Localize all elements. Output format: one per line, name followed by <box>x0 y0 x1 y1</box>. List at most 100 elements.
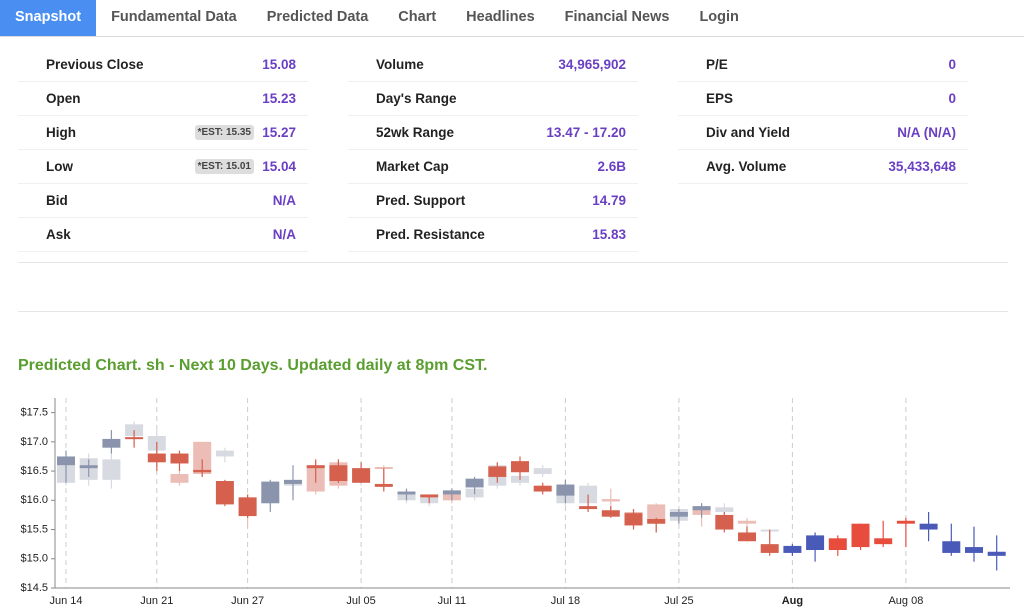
est-badge: *EST: 15.35 <box>194 125 254 140</box>
y-tick-label: $16.0 <box>20 494 48 506</box>
stat-value: 15.83 <box>592 227 626 242</box>
stat-value: N/A <box>272 193 296 208</box>
stats-column: Previous Close 15.08 Open 15.23 High 15.27 *ES… <box>18 48 308 252</box>
candle-body <box>715 514 734 530</box>
stat-label: Low <box>46 159 73 174</box>
candle-body <box>579 506 598 510</box>
nav-tab[interactable]: Predicted Data <box>266 9 369 25</box>
stats-column: P/E 0 EPS 0 Div and Yield N/A (N/A) Avg. Volum… <box>678 48 968 184</box>
stat-value: 15.04 <box>262 159 296 174</box>
candle-body <box>783 545 802 553</box>
candle-body <box>238 497 257 517</box>
stats-row: Previous Close 15.08 <box>18 48 308 82</box>
candle-body <box>511 461 529 473</box>
nav-tab[interactable]: Financial News <box>564 9 670 25</box>
stat-label: Avg. Volume <box>706 159 787 174</box>
candle-body <box>193 441 212 474</box>
nav-bar: Snapshot Fundamental Data Predicted Data Ch… <box>0 0 1024 37</box>
stat-label: P/E <box>706 57 728 72</box>
nav-tab[interactable]: Chart <box>398 9 437 25</box>
est-badge: *EST: 15.01 <box>194 159 254 174</box>
chart-title: Predicted Chart. sh - Next 10 Days. Upda… <box>18 357 488 374</box>
candle-body <box>692 506 711 511</box>
candle-body <box>102 459 121 480</box>
candle-body <box>624 513 643 526</box>
candle-body <box>601 510 620 517</box>
candle-body <box>942 541 961 553</box>
candle-body <box>284 479 302 484</box>
stat-value: 35,433,648 <box>888 159 956 174</box>
stats-row: Volume 34,965,902 <box>348 48 638 82</box>
stat-label: Pred. Support <box>376 193 466 208</box>
candle-body <box>374 466 393 469</box>
y-tick-label: $17.0 <box>20 436 48 448</box>
x-tick-label: Aug 08 <box>888 595 923 607</box>
y-tick-label: $15.0 <box>20 553 48 565</box>
nav-tab[interactable]: Headlines <box>466 9 535 25</box>
x-tick-label: Jul 18 <box>551 595 580 607</box>
x-tick-label: Jun 21 <box>140 595 173 607</box>
candle-body <box>125 437 144 440</box>
candle-body <box>556 484 575 496</box>
stat-value: 0 <box>948 91 956 106</box>
stat-label: Previous Close <box>46 57 144 72</box>
nav-tab[interactable]: Fundamental Data <box>111 9 237 25</box>
candle-body <box>374 483 393 487</box>
stats-row: Low 15.04 *EST: 15.01 <box>18 150 308 184</box>
candle-body <box>987 551 1006 556</box>
stat-value: N/A <box>272 227 296 242</box>
stat-value: N/A (N/A) <box>897 125 956 140</box>
chart: $14.5 $15.0 $15.5 $16.0 $16.5 $17.0 $17.5 Jun 1… <box>20 398 1010 607</box>
candle-body <box>442 490 461 495</box>
stat-label: Div and Yield <box>706 125 791 140</box>
y-tick-label: $15.5 <box>20 523 48 535</box>
candle-body <box>465 478 484 488</box>
stat-value: 13.47 - 17.20 <box>546 125 626 140</box>
candle-body <box>601 499 620 502</box>
candle-body <box>397 491 416 495</box>
stats-column: Volume 34,965,902 Day's Range 52wk Range 13.… <box>348 48 638 252</box>
stat-value: 15.23 <box>262 91 296 106</box>
nav-tab[interactable]: Login <box>699 9 739 25</box>
stat-label: Open <box>46 91 81 106</box>
stats-row: Day's Range <box>348 82 638 116</box>
candle-body <box>102 438 121 448</box>
stats-row: Market Cap 2.6B <box>348 150 638 184</box>
stats-row: Pred. Support 14.79 <box>348 184 638 218</box>
candle-body <box>533 468 552 474</box>
candle-body <box>669 512 688 517</box>
candle-body <box>170 453 189 464</box>
stats-row: EPS 0 <box>678 82 968 116</box>
candle-body <box>896 520 915 524</box>
stat-value: 0 <box>948 57 956 72</box>
candle-body <box>488 466 507 477</box>
stats-row: 52wk Range 13.47 - 17.20 <box>348 116 638 150</box>
candle-body <box>965 547 983 553</box>
stats-row: Div and Yield N/A (N/A) <box>678 116 968 150</box>
candle-body <box>125 424 144 436</box>
candle-body <box>215 481 234 505</box>
stat-value: 34,965,902 <box>558 57 626 72</box>
stats-row: Bid N/A <box>18 184 308 218</box>
candle-body <box>79 465 98 469</box>
candle-body <box>261 481 280 504</box>
candle-body <box>329 465 348 482</box>
candle-body <box>193 469 212 473</box>
candle-body <box>874 538 893 545</box>
stat-label: EPS <box>706 91 734 106</box>
candle-body <box>851 523 870 548</box>
x-tick-label: Jul 25 <box>664 595 693 607</box>
candle-body <box>647 519 666 524</box>
nav-tab[interactable]: Snapshot <box>0 0 97 36</box>
x-tick-label: Jun 14 <box>49 595 82 607</box>
stat-label: Volume <box>376 57 424 72</box>
divider <box>18 262 1008 263</box>
candle-body <box>647 504 666 524</box>
stat-label: 52wk Range <box>376 125 455 140</box>
stats-row: Open 15.23 <box>18 82 308 116</box>
candle-body <box>57 456 75 466</box>
candle-body <box>828 538 847 550</box>
stats-row: Avg. Volume 35,433,648 <box>678 150 968 184</box>
divider <box>18 311 1008 312</box>
